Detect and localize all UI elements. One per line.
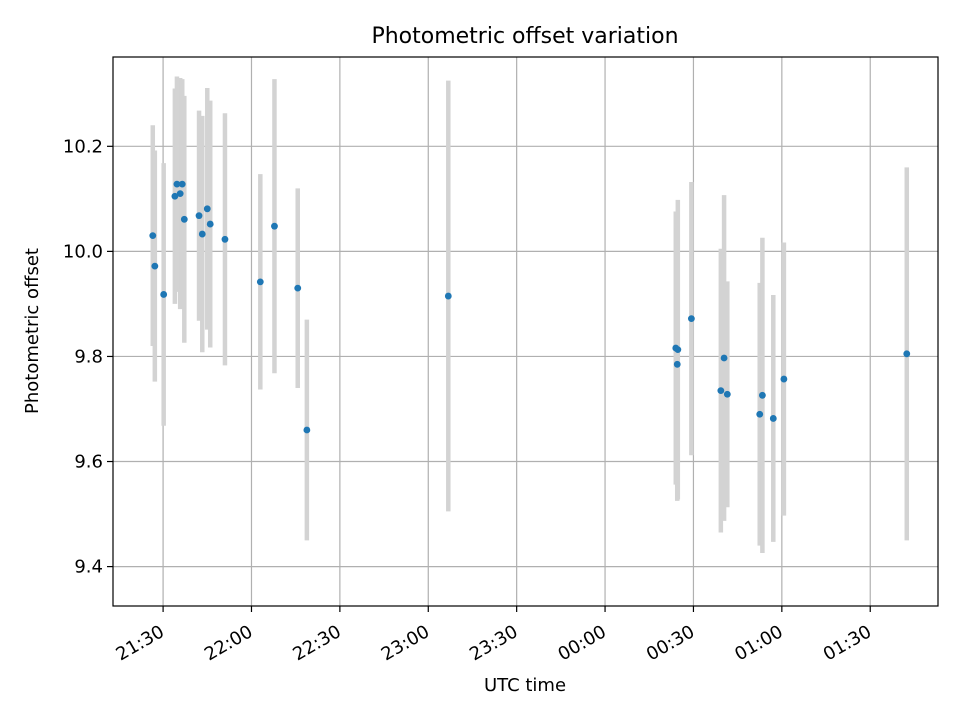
data-point bbox=[221, 235, 229, 243]
data-point bbox=[171, 192, 179, 200]
data-point bbox=[256, 278, 264, 286]
data-point bbox=[195, 212, 203, 220]
chart-title: Photometric offset variation bbox=[371, 24, 678, 49]
y-tick-label: 10.2 bbox=[63, 136, 103, 157]
data-points bbox=[149, 180, 911, 434]
data-point bbox=[756, 410, 764, 418]
data-point bbox=[203, 205, 211, 213]
data-point bbox=[720, 354, 728, 362]
y-tick-label: 9.8 bbox=[74, 346, 103, 367]
data-point bbox=[303, 426, 311, 434]
data-point bbox=[206, 220, 214, 228]
data-point bbox=[160, 291, 168, 298]
data-point bbox=[903, 350, 911, 358]
y-axis-label: Photometric offset bbox=[22, 248, 43, 414]
data-point bbox=[149, 232, 157, 240]
data-point bbox=[723, 390, 731, 398]
y-tick-label: 10.0 bbox=[63, 241, 103, 262]
data-point bbox=[180, 215, 188, 223]
grid bbox=[113, 57, 938, 606]
plot-frame bbox=[112, 56, 939, 607]
y-tick-label: 9.4 bbox=[74, 557, 103, 578]
data-point bbox=[271, 222, 278, 230]
data-point bbox=[151, 262, 159, 270]
plot-area bbox=[113, 57, 938, 606]
x-axis-label: UTC time bbox=[484, 675, 566, 696]
data-point bbox=[176, 190, 184, 197]
data-point bbox=[294, 284, 302, 292]
y-tick-label: 9.6 bbox=[74, 452, 103, 473]
data-point bbox=[769, 415, 777, 422]
data-point bbox=[758, 391, 766, 399]
data-point bbox=[198, 230, 206, 238]
data-point bbox=[178, 180, 186, 188]
data-point bbox=[674, 346, 682, 354]
data-point bbox=[717, 387, 725, 395]
data-point bbox=[173, 180, 181, 188]
data-point bbox=[687, 315, 695, 323]
data-point bbox=[673, 360, 681, 368]
data-point bbox=[780, 375, 788, 383]
data-point bbox=[444, 292, 452, 300]
